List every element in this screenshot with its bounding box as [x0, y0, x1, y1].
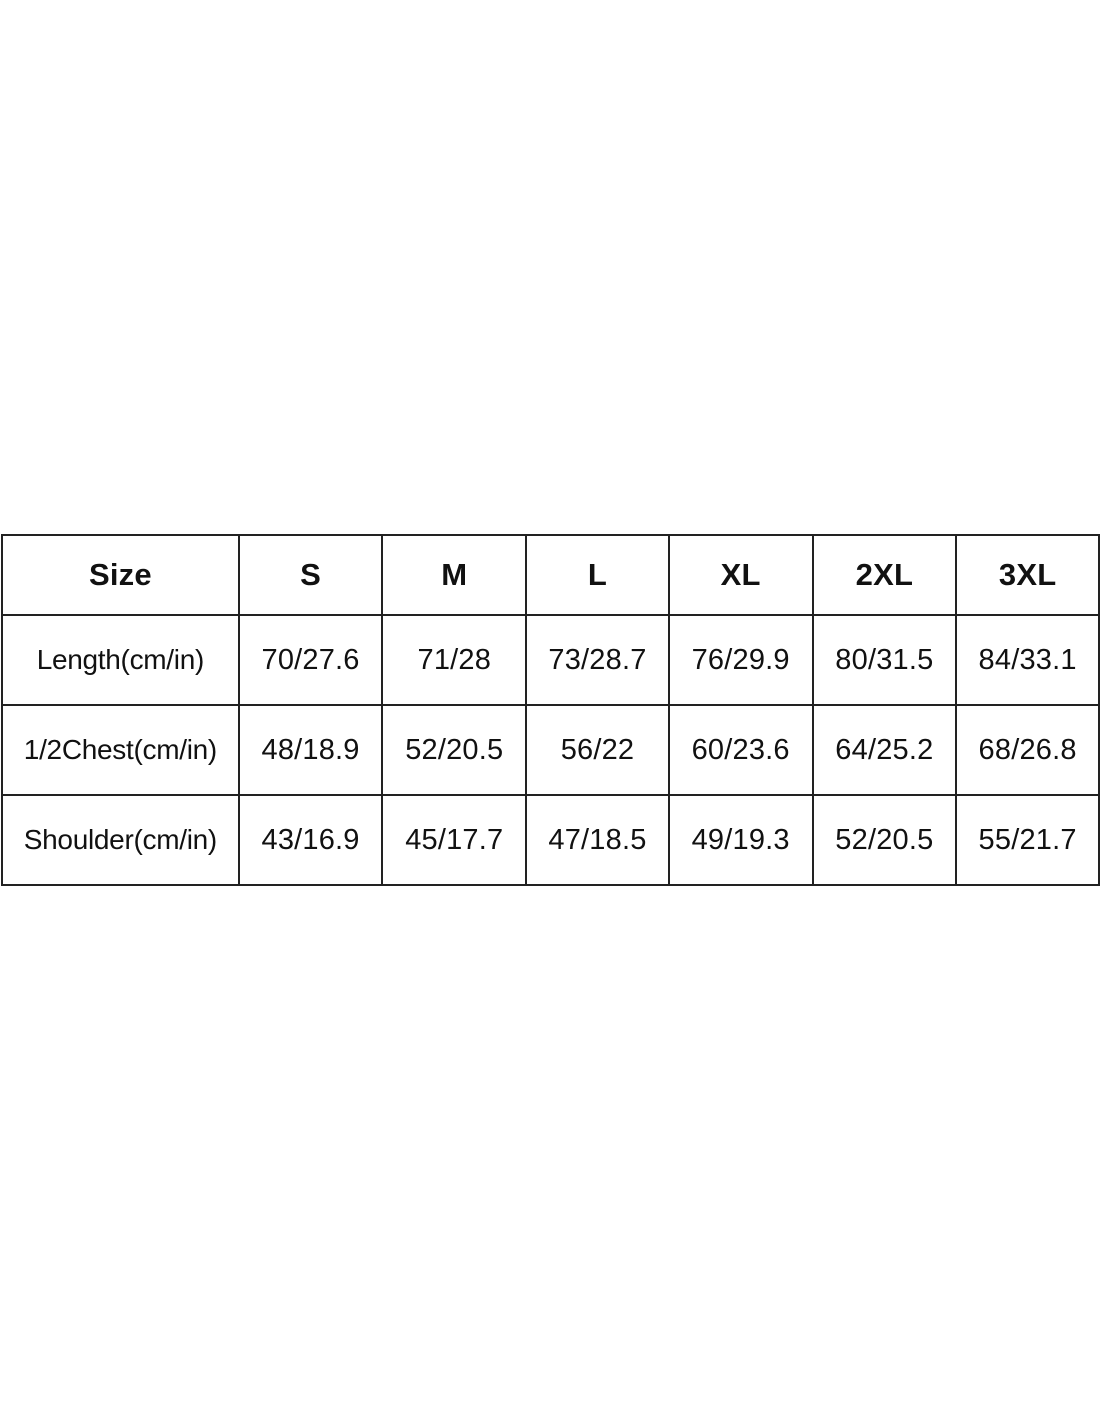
table-cell: 68/26.8	[955, 704, 1100, 796]
row-label: Shoulder(cm/in)	[1, 794, 240, 886]
size-chart-table: Size S M L XL 2XL 3XL Length(cm/in) 70/27.6 71/28…	[1, 534, 1100, 886]
header-cell-m: M	[381, 534, 528, 616]
header-row: Size S M L XL 2XL 3XL	[1, 534, 1100, 616]
row-label: 1/2Chest(cm/in)	[1, 704, 240, 796]
header-cell-l: L	[525, 534, 670, 616]
table-cell: 48/18.9	[237, 704, 384, 796]
table-cell: 76/29.9	[667, 614, 814, 706]
table-cell: 70/27.6	[237, 614, 384, 706]
table-cell: 55/21.7	[955, 794, 1100, 886]
table-cell: 73/28.7	[525, 614, 670, 706]
table-row: 1/2Chest(cm/in) 48/18.9 52/20.5 56/22 60/23.…	[1, 704, 1100, 796]
table-cell: 60/23.6	[667, 704, 814, 796]
table-cell: 43/16.9	[237, 794, 384, 886]
table-cell: 49/19.3	[667, 794, 814, 886]
table-cell: 64/25.2	[811, 704, 958, 796]
header-cell-s: S	[237, 534, 384, 616]
header-cell-3xl: 3XL	[955, 534, 1100, 616]
table-cell: 56/22	[525, 704, 670, 796]
table-cell: 71/28	[381, 614, 528, 706]
table-row: Length(cm/in) 70/27.6 71/28 73/28.7 76/29.9 8…	[1, 614, 1100, 706]
header-cell-size: Size	[1, 534, 240, 616]
table-row: Shoulder(cm/in) 43/16.9 45/17.7 47/18.5 49/1…	[1, 794, 1100, 886]
header-cell-xl: XL	[667, 534, 814, 616]
table-cell: 47/18.5	[525, 794, 670, 886]
table-cell: 52/20.5	[381, 704, 528, 796]
row-label: Length(cm/in)	[1, 614, 240, 706]
table-cell: 84/33.1	[955, 614, 1100, 706]
table-cell: 52/20.5	[811, 794, 958, 886]
header-cell-2xl: 2XL	[811, 534, 958, 616]
table-cell: 45/17.7	[381, 794, 528, 886]
table-cell: 80/31.5	[811, 614, 958, 706]
